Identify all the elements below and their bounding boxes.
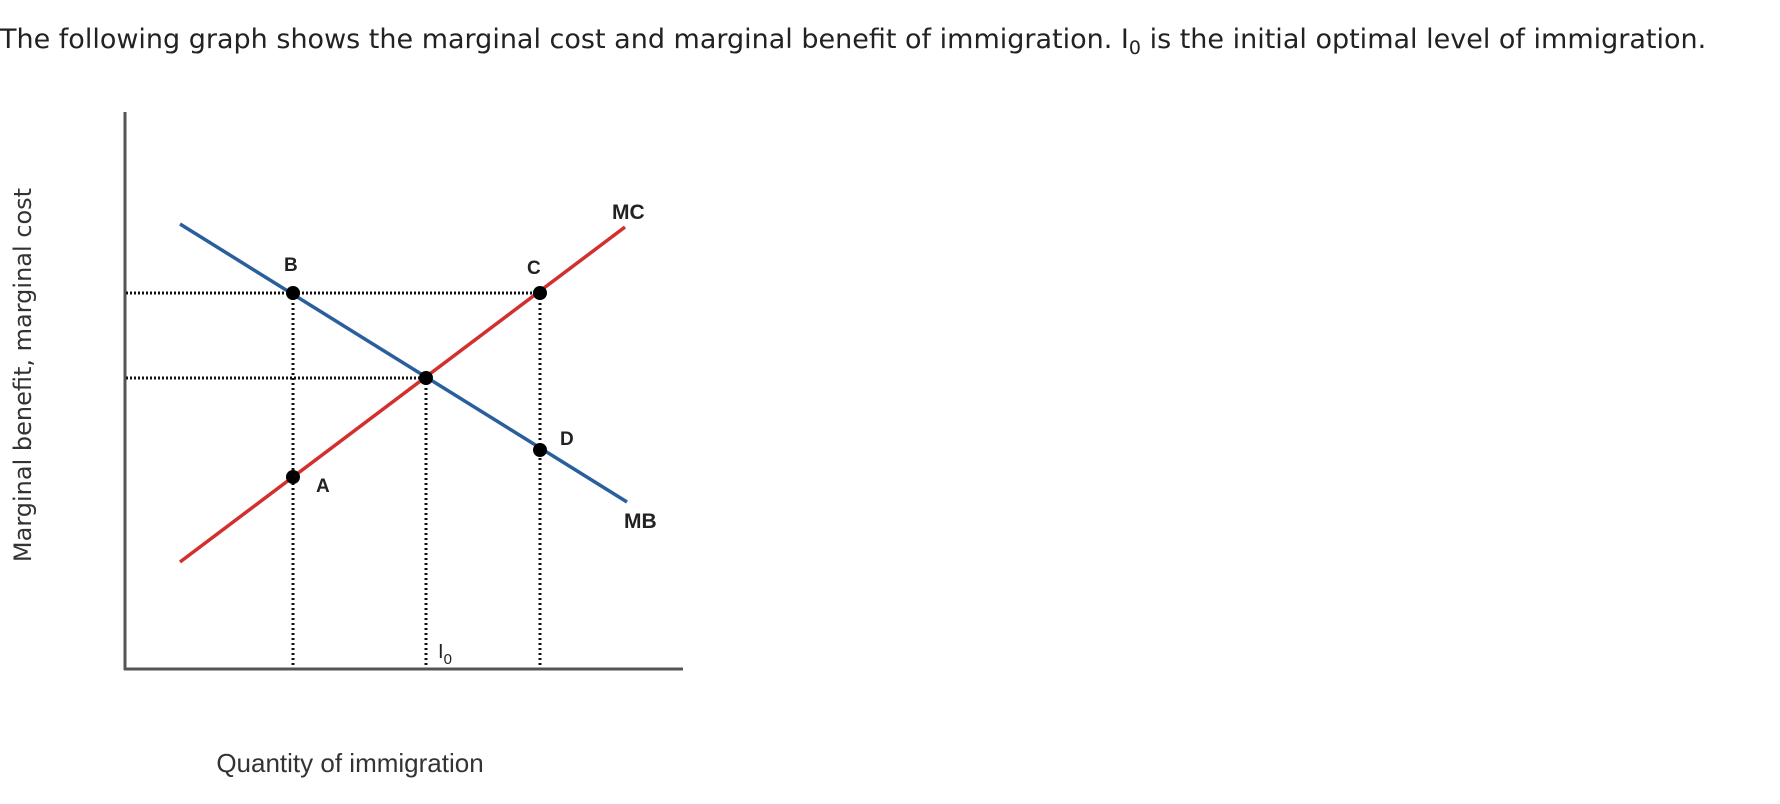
- mb-label: MB: [624, 510, 657, 533]
- x-tick-i0: I0: [438, 641, 452, 668]
- point-c-label: C: [527, 258, 541, 279]
- mb-curve: [179, 222, 628, 504]
- point-a: [286, 470, 300, 484]
- point-b-label: B: [284, 255, 298, 276]
- question-text: The following graph shows the marginal c…: [0, 22, 1780, 66]
- point-b: [286, 286, 300, 300]
- point-d-label: D: [560, 429, 574, 450]
- point-a-label: A: [316, 476, 330, 497]
- x-tick-i0-main: I: [438, 641, 444, 663]
- x-axis-label: Quantity of immigration: [216, 748, 484, 778]
- question-text-start: The following graph shows the marginal c…: [0, 24, 1129, 55]
- question-text-end: is the initial optimal level of immigrat…: [1140, 24, 1707, 55]
- mc-curve: [178, 225, 627, 564]
- mc-label: MC: [612, 201, 645, 224]
- point-c: [533, 286, 547, 300]
- point-d: [533, 443, 547, 457]
- x-tick-i0-sub: 0: [444, 651, 452, 668]
- question-subscript: 0: [1128, 37, 1141, 59]
- equilibrium-point: [419, 371, 433, 385]
